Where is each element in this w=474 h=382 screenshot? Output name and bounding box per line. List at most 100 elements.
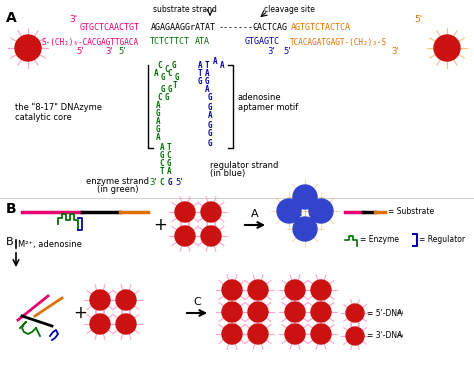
Text: C: C bbox=[164, 65, 169, 73]
Text: A: A bbox=[219, 60, 224, 70]
Circle shape bbox=[116, 314, 136, 334]
Circle shape bbox=[201, 226, 221, 246]
Circle shape bbox=[248, 302, 268, 322]
Circle shape bbox=[293, 185, 317, 209]
Circle shape bbox=[285, 280, 305, 300]
Text: A: A bbox=[208, 112, 212, 120]
Text: = 3'-DNA: = 3'-DNA bbox=[367, 332, 402, 340]
Text: ATA: ATA bbox=[195, 37, 210, 47]
Text: GTGAGTC: GTGAGTC bbox=[245, 37, 280, 47]
Text: TCACAGATGAGT-(CH₂)₃-S: TCACAGATGAGT-(CH₂)₃-S bbox=[290, 37, 387, 47]
Circle shape bbox=[285, 302, 305, 322]
Circle shape bbox=[311, 324, 331, 344]
Text: TCTCTTCT: TCTCTTCT bbox=[150, 37, 190, 47]
Text: G: G bbox=[208, 139, 212, 147]
Text: M²⁺, adenosine: M²⁺, adenosine bbox=[18, 240, 82, 249]
Text: the "8-17" DNAzyme: the "8-17" DNAzyme bbox=[15, 104, 102, 113]
Text: AGTGTCTACTCA: AGTGTCTACTCA bbox=[291, 24, 351, 32]
Text: A: A bbox=[213, 57, 217, 65]
Circle shape bbox=[248, 324, 268, 344]
Circle shape bbox=[248, 280, 268, 300]
Text: A: A bbox=[251, 209, 259, 219]
Text: G: G bbox=[161, 73, 165, 81]
Text: G: G bbox=[167, 160, 171, 168]
Text: catalytic core: catalytic core bbox=[15, 113, 72, 123]
Text: enzyme strand: enzyme strand bbox=[86, 177, 149, 186]
Text: C: C bbox=[160, 160, 164, 168]
Text: C: C bbox=[167, 152, 171, 160]
Text: Au: Au bbox=[397, 310, 404, 315]
Text: S-(CH₂)₆-CACGAGTTGACA: S-(CH₂)₆-CACGAGTTGACA bbox=[42, 37, 139, 47]
Text: G: G bbox=[208, 102, 212, 112]
Text: T: T bbox=[198, 68, 202, 78]
Text: = Regulator: = Regulator bbox=[419, 235, 465, 244]
Text: G: G bbox=[205, 76, 210, 86]
Text: T: T bbox=[160, 167, 164, 176]
Text: 5': 5' bbox=[414, 16, 422, 24]
Text: cleavage site: cleavage site bbox=[264, 5, 315, 14]
Text: 5': 5' bbox=[118, 47, 126, 56]
Circle shape bbox=[434, 35, 460, 61]
Text: A: A bbox=[155, 102, 160, 110]
Circle shape bbox=[277, 199, 301, 223]
Text: C: C bbox=[158, 94, 162, 102]
Text: C: C bbox=[160, 178, 164, 187]
Text: (in blue): (in blue) bbox=[210, 169, 245, 178]
Text: = 5'-DNA: = 5'-DNA bbox=[367, 309, 402, 317]
Text: --------: -------- bbox=[219, 24, 259, 32]
Text: adenosine: adenosine bbox=[238, 94, 282, 102]
Circle shape bbox=[116, 290, 136, 310]
Text: regulator strand: regulator strand bbox=[210, 161, 278, 170]
Text: G: G bbox=[155, 110, 160, 118]
Text: T: T bbox=[205, 60, 210, 70]
Text: A: A bbox=[154, 68, 158, 78]
Text: G: G bbox=[161, 86, 165, 94]
Text: G: G bbox=[208, 120, 212, 129]
Text: = Enzyme: = Enzyme bbox=[360, 235, 399, 244]
Circle shape bbox=[15, 35, 41, 61]
Circle shape bbox=[311, 302, 331, 322]
Circle shape bbox=[293, 217, 317, 241]
Text: 5': 5' bbox=[283, 47, 291, 56]
Text: G: G bbox=[172, 60, 176, 70]
Text: G: G bbox=[208, 129, 212, 139]
Text: G: G bbox=[168, 178, 173, 187]
Text: G: G bbox=[160, 152, 164, 160]
Text: 5': 5' bbox=[175, 178, 183, 187]
Text: A: A bbox=[160, 144, 164, 152]
Text: G: G bbox=[168, 86, 173, 94]
Text: = Substrate: = Substrate bbox=[388, 207, 434, 217]
Text: 3': 3' bbox=[391, 47, 399, 56]
Text: A: A bbox=[198, 60, 202, 70]
Text: A: A bbox=[205, 84, 210, 94]
Circle shape bbox=[201, 202, 221, 222]
Circle shape bbox=[175, 202, 195, 222]
Text: G: G bbox=[155, 126, 160, 134]
Circle shape bbox=[346, 327, 364, 345]
Text: A: A bbox=[205, 68, 210, 78]
Circle shape bbox=[222, 324, 242, 344]
Text: (in green): (in green) bbox=[97, 185, 139, 194]
Text: A: A bbox=[155, 133, 160, 142]
Text: G: G bbox=[164, 94, 169, 102]
Text: 3': 3' bbox=[69, 16, 77, 24]
Text: G: G bbox=[208, 94, 212, 102]
Text: aptamer motif: aptamer motif bbox=[238, 104, 298, 113]
Circle shape bbox=[285, 324, 305, 344]
Circle shape bbox=[311, 280, 331, 300]
Text: B: B bbox=[6, 202, 17, 216]
Text: A: A bbox=[155, 118, 160, 126]
Text: +: + bbox=[153, 216, 167, 234]
Circle shape bbox=[222, 280, 242, 300]
Text: A: A bbox=[167, 167, 171, 176]
Text: 3': 3' bbox=[149, 178, 157, 187]
Text: Au: Au bbox=[397, 333, 404, 338]
Text: +: + bbox=[73, 304, 87, 322]
Text: 3': 3' bbox=[267, 47, 275, 56]
Text: 5': 5' bbox=[76, 47, 84, 56]
Circle shape bbox=[346, 304, 364, 322]
Text: A: A bbox=[6, 11, 17, 25]
Text: substrate strand: substrate strand bbox=[153, 5, 217, 14]
Text: G: G bbox=[175, 73, 179, 81]
Text: C: C bbox=[168, 68, 173, 78]
